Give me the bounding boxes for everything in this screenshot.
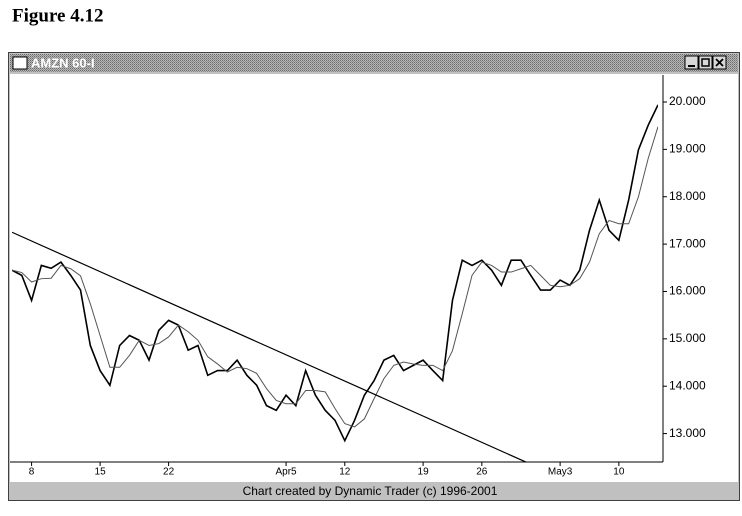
y-tick-label: 14.000: [669, 378, 706, 392]
y-tick-label: 15.000: [669, 331, 706, 345]
x-tick-label: 10: [613, 467, 625, 478]
x-tick-label: 8: [29, 467, 35, 478]
y-tick-label: 13.000: [669, 426, 706, 440]
average-line: [12, 126, 658, 428]
x-tick-label: 22: [163, 467, 175, 478]
footer: Chart created by Dynamic Trader (c) 1996…: [243, 484, 498, 498]
title-bar: [10, 54, 738, 72]
figure-label: Figure 4.12: [12, 5, 103, 26]
x-tick-label: 15: [95, 467, 107, 478]
trendline: [12, 231, 528, 462]
y-tick-label: 16.000: [669, 284, 706, 298]
x-tick-label: May3: [548, 467, 573, 478]
price-line: [12, 104, 658, 443]
x-tick-label: 19: [418, 467, 430, 478]
x-tick-label: 26: [476, 467, 488, 478]
x-tick-label: 12: [339, 467, 351, 478]
x-tick-label: Apr5: [275, 467, 297, 478]
window-icon: [12, 56, 28, 70]
chart-area: [10, 74, 738, 482]
window-buttons[interactable]: [684, 55, 727, 70]
y-tick-label: 18.000: [669, 189, 706, 203]
y-tick-label: 19.000: [669, 142, 706, 156]
plot: [12, 104, 658, 462]
window-title: AMZN 60-I: [31, 55, 95, 70]
y-tick-label: 20.000: [669, 94, 706, 108]
minimize-button[interactable]: [684, 55, 699, 70]
maximize-button[interactable]: [698, 55, 713, 70]
y-tick-label: 17.000: [669, 236, 706, 250]
close-glyph: [715, 58, 724, 67]
maximize-glyph: [701, 58, 710, 67]
